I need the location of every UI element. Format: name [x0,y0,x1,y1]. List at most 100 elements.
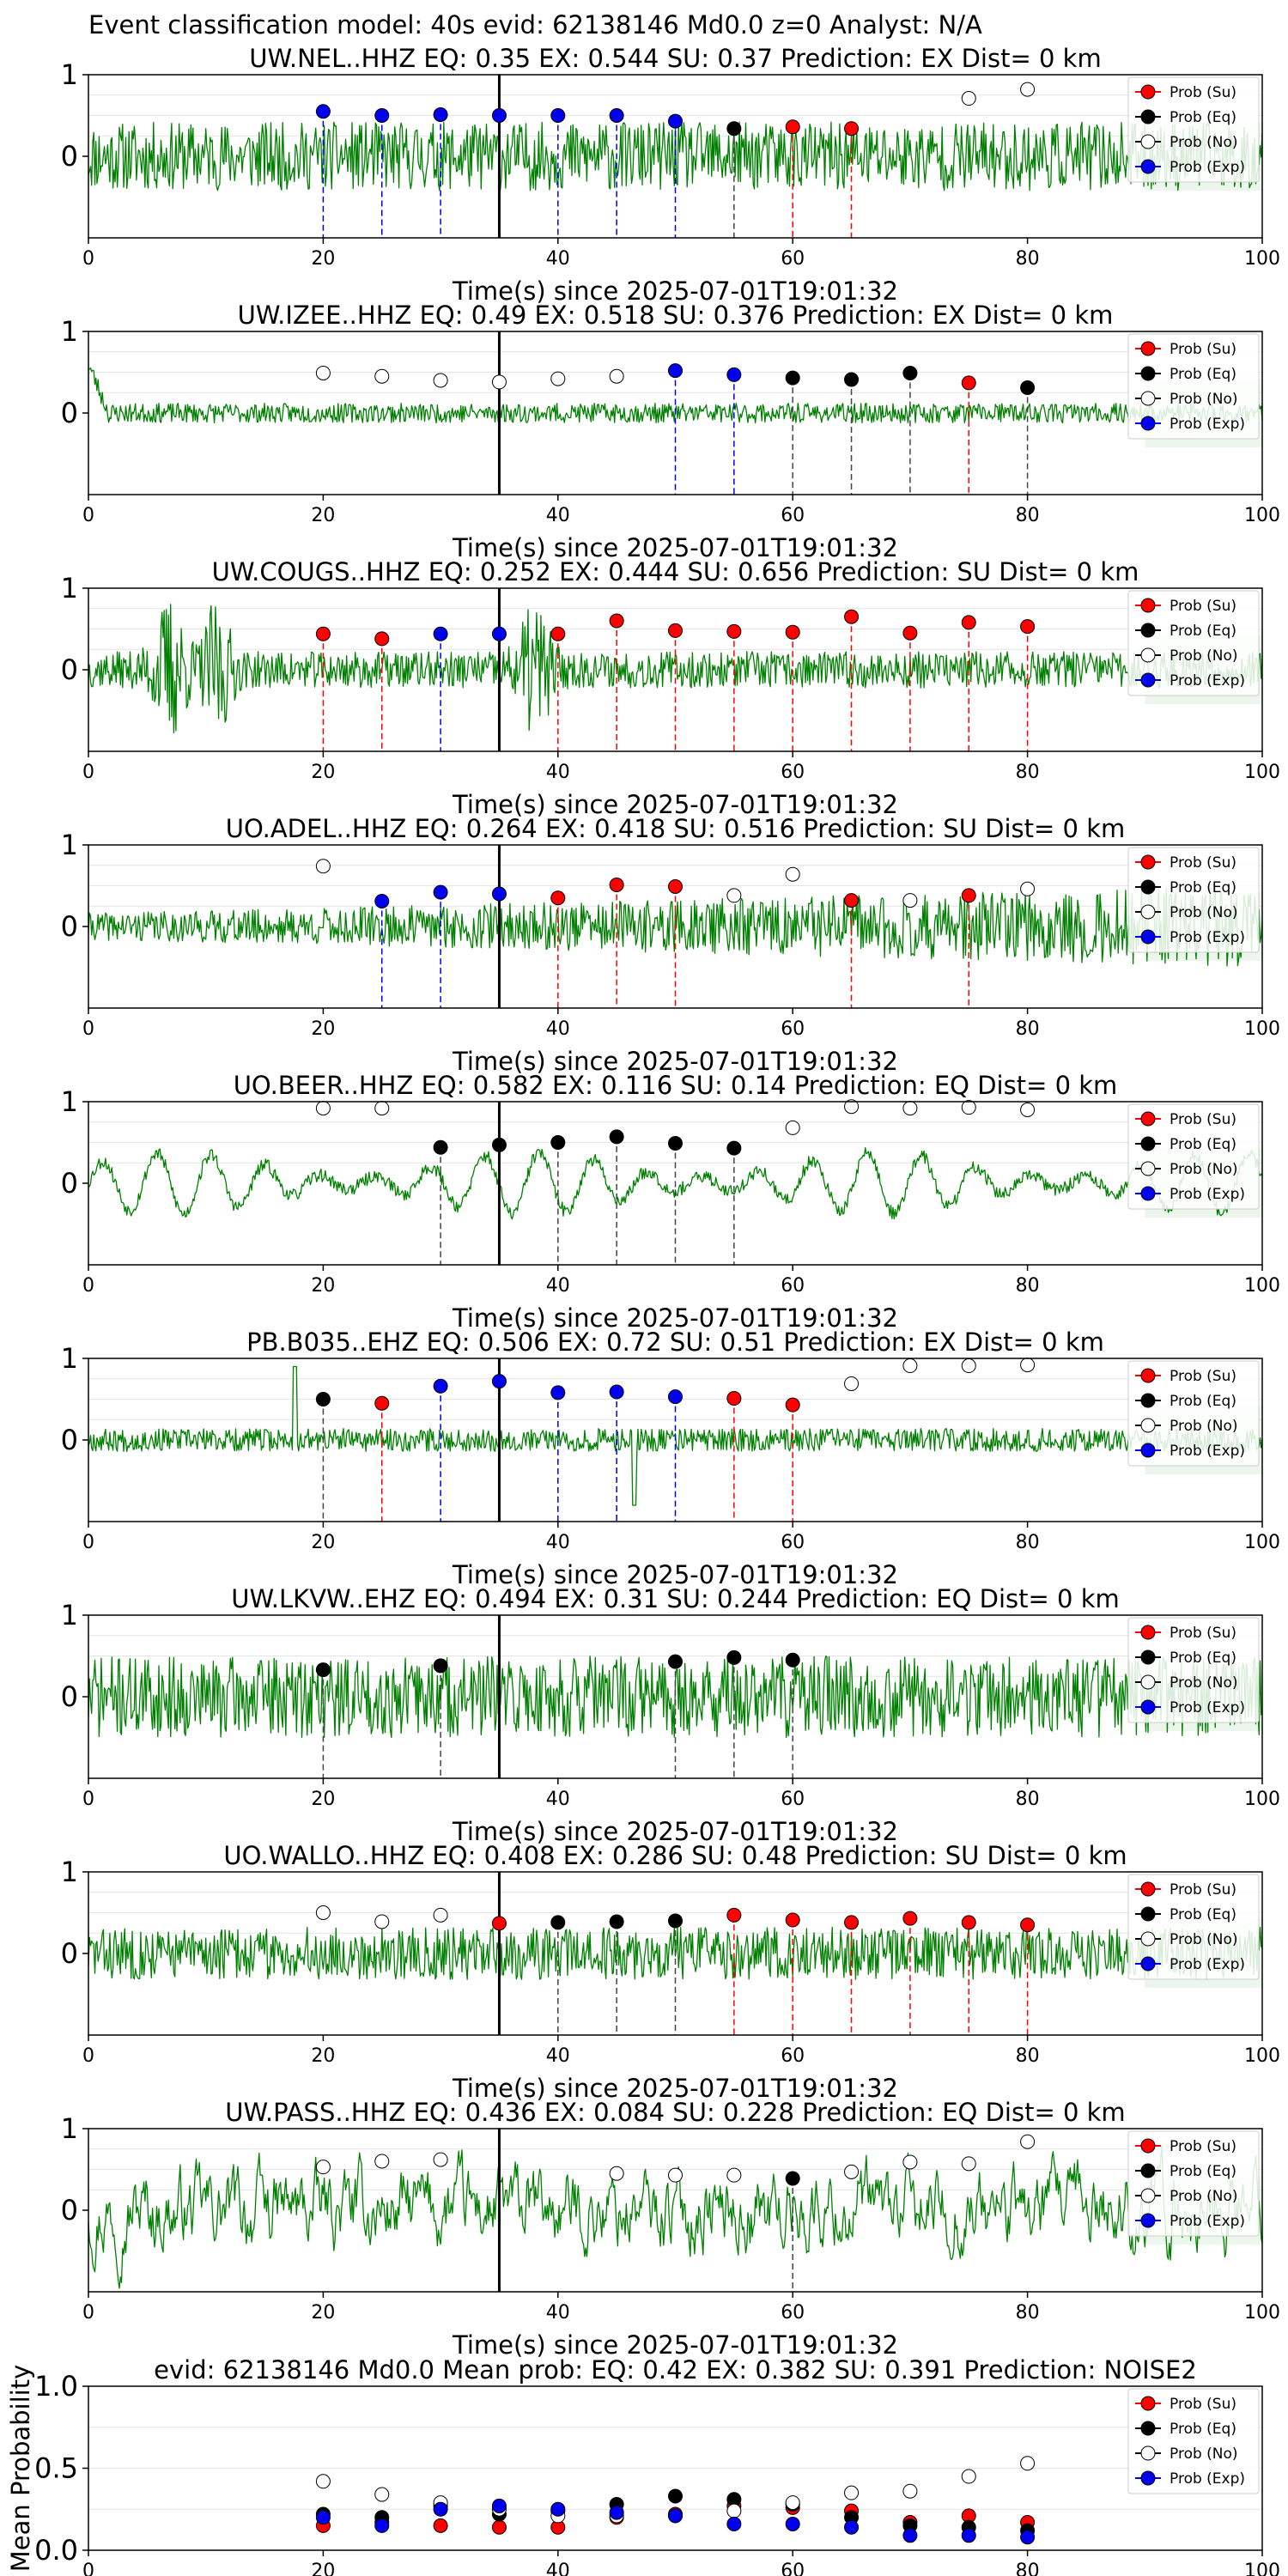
prob-marker-eq [609,1129,624,1145]
prob-marker-no [1020,2134,1036,2149]
legend-box [1127,847,1260,953]
prob-marker-no [844,1376,860,1391]
panel-4-xtick-label: 0 [82,1018,94,1040]
prob-marker-su [844,609,860,624]
prob-marker-no [902,2154,918,2170]
prob-marker-su [902,1911,918,1926]
panel-title: UO.ADEL..HHZ EQ: 0.264 EX: 0.418 SU: 0.5… [226,814,1126,843]
legend-marker-eq [1140,623,1156,638]
x-axis-label: Time(s) since 2025-07-01T19:01:32 [452,1560,898,1589]
x-axis-label: Time(s) since 2025-07-01T19:01:32 [452,1303,898,1333]
legend-marker-no [1140,2188,1156,2203]
prob-marker-su [609,878,624,893]
prob-marker-su [1020,1917,1036,1933]
panel-10-xtick-label: 60 [781,2561,805,2576]
prob-marker-eq [668,1135,683,1151]
panel-9-xtick-label: 40 [546,2302,570,2324]
panel-9-xtick-label: 20 [311,2302,335,2324]
prob-marker-su [844,121,860,137]
axes-frame [88,2128,1263,2293]
x-axis-label: Time(s) since 2025-07-01T19:01:32 [452,790,898,819]
legend-marker-exp [1140,2213,1156,2228]
legend-marker-no [1140,1418,1156,1433]
legend-label-su: Prob (Su) [1170,598,1236,615]
legend-label-su: Prob (Su) [1170,1625,1236,1642]
prob-marker-exp [668,1389,683,1405]
prob-marker-eq [844,372,860,387]
legend-box [1127,590,1260,696]
prob-marker-no [315,1905,331,1920]
legend-marker-eq [1140,1906,1156,1922]
mean-prob-marker-exp [315,2510,331,2525]
prob-marker-exp [491,1374,507,1389]
panel-8-xtick-label: 40 [546,2045,570,2067]
prob-marker-no [315,365,331,380]
prob-marker-eq [785,1652,800,1668]
panel-3: UW.COUGS..HHZ EQ: 0.252 EX: 0.444 SU: 0.… [61,557,1280,819]
prob-marker-no [374,368,390,384]
legend-marker-exp [1140,1443,1156,1458]
mean-prob-marker-no [844,2485,860,2500]
panel-4-xtick-label: 40 [546,1018,570,1040]
prob-marker-no [433,2152,448,2167]
axes-frame [88,331,1263,495]
waveform-trace [88,1365,1263,1506]
prob-marker-exp [315,104,331,119]
legend-label-eq: Prob (Eq) [1170,2421,1236,2438]
legend-marker-no [1140,647,1156,663]
legend-box [1127,1874,1260,1980]
prob-marker-no [315,859,331,874]
legend-label-eq: Prob (Eq) [1170,879,1236,896]
prob-marker-no [433,1907,448,1923]
prob-marker-no [785,1120,800,1135]
legend-label-su: Prob (Su) [1170,2396,1236,2413]
panel-7: UW.LKVW..EHZ EQ: 0.494 EX: 0.31 SU: 0.24… [61,1584,1280,1846]
panel-5-xtick-label: 20 [311,1275,335,1297]
legend-marker-eq [1140,1136,1156,1151]
legend-marker-no [1140,1161,1156,1176]
panel-7-xtick-label: 40 [546,1789,570,1810]
prob-marker-no [726,2167,742,2183]
ytick-label: 1 [61,58,78,91]
ytick-label: 0.5 [34,2452,78,2485]
legend-label-no: Prob (No) [1170,647,1238,665]
legend-marker-exp [1140,1956,1156,1971]
panel-title: UW.COUGS..HHZ EQ: 0.252 EX: 0.444 SU: 0.… [212,557,1139,586]
panel-1-xtick-label: 60 [781,248,805,270]
panel-4-xtick-label: 20 [311,1018,335,1040]
mean-prob-marker-su [433,2518,448,2533]
mean-prob-marker-no [726,2503,742,2518]
legend-label-su: Prob (Su) [1170,1368,1236,1385]
prob-marker-eq [491,1137,507,1152]
prob-marker-eq [785,2171,800,2186]
prob-marker-no [902,1101,918,1116]
legend-box [1127,2388,1260,2494]
prob-marker-exp [668,363,683,379]
x-axis-label: Time(s) since 2025-07-01T19:01:32 [452,533,898,562]
panel-2-xtick-label: 40 [546,505,570,526]
panel-4-xtick-label: 100 [1244,1018,1280,1040]
legend-marker-no [1140,2445,1156,2461]
prob-marker-eq [315,1392,331,1406]
panel-title: UW.PASS..HHZ EQ: 0.436 EX: 0.084 SU: 0.2… [225,2098,1125,2127]
legend-label-exp: Prob (Exp) [1170,2213,1245,2230]
legend-marker-su [1140,341,1156,356]
legend-label-eq: Prob (Eq) [1170,1649,1236,1667]
prob-marker-eq [668,1654,683,1669]
prob-marker-no [609,368,624,384]
axes-frame [88,844,1263,1009]
waveform-trace [88,1147,1263,1220]
prob-marker-su [668,878,683,894]
legend-label-exp: Prob (Exp) [1170,159,1245,176]
prob-marker-su [961,615,976,630]
mean-prob-marker-exp [491,2498,507,2513]
prob-marker-no [1020,1103,1036,1117]
panel-3-xtick-label: 40 [546,762,570,783]
legend-marker-exp [1140,1186,1156,1201]
legend-label-eq: Prob (Eq) [1170,2163,1236,2180]
panel-6-xtick-label: 20 [311,1532,335,1553]
prob-marker-su [961,375,976,391]
panel-title: evid: 62138146 Md0.0 Mean prob: EQ: 0.42… [154,2355,1197,2385]
panel-8-xtick-label: 100 [1244,2045,1280,2067]
